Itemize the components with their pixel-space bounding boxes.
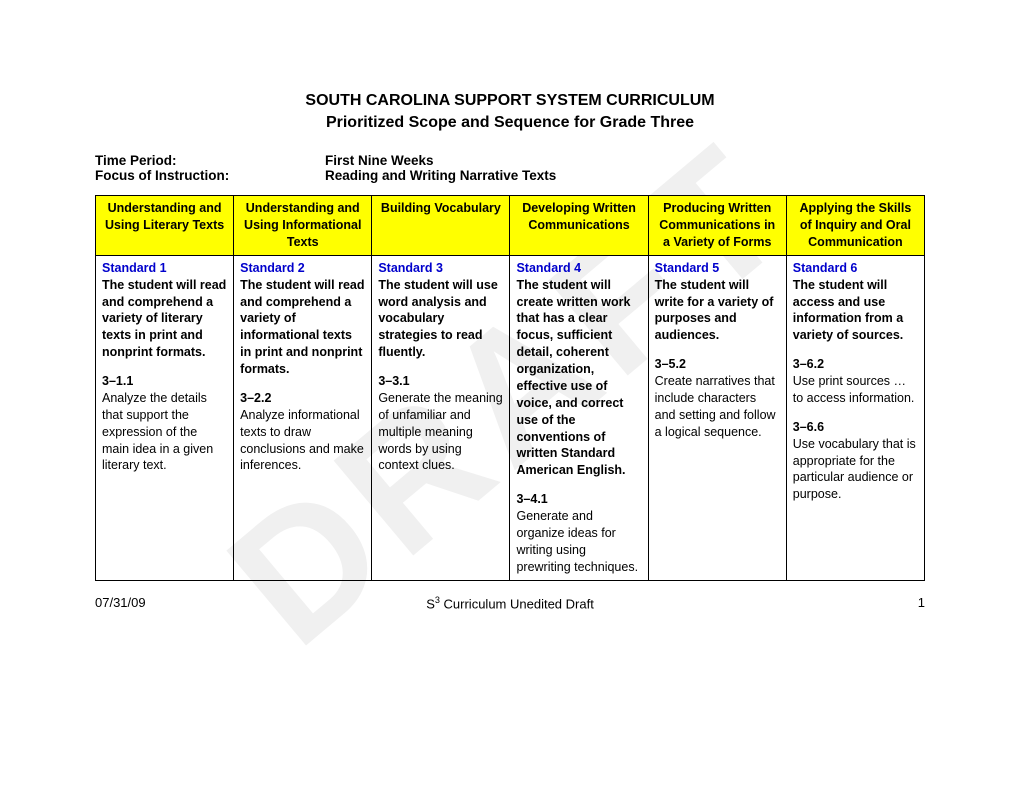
title-line-2: Prioritized Scope and Sequence for Grade…: [95, 112, 925, 134]
focus-label: Focus of Instruction:: [95, 168, 325, 183]
standard-code: 3–6.2: [793, 356, 918, 373]
time-period-value: First Nine Weeks: [325, 153, 434, 168]
standard-title: Standard 3: [378, 260, 503, 277]
focus-value: Reading and Writing Narrative Texts: [325, 168, 556, 183]
standard-text: Analyze the details that support the exp…: [102, 391, 213, 473]
standard-code: 3–5.2: [655, 356, 780, 373]
standard-text: Use vocabulary that is appropriate for t…: [793, 437, 916, 502]
title-block: SOUTH CAROLINA SUPPORT SYSTEM CURRICULUM…: [95, 90, 925, 133]
standard-item: 3–5.2Create narratives that include char…: [655, 356, 780, 440]
table-header-cell: Understanding and Using Informational Te…: [234, 196, 372, 256]
table-header-cell: Understanding and Using Literary Texts: [96, 196, 234, 256]
table-cell: Standard 4The student will create writte…: [510, 255, 648, 580]
standard-item: 3–4.1Generate and organize ideas for wri…: [516, 491, 641, 575]
standard-title: Standard 4: [516, 260, 641, 277]
standard-code: 3–4.1: [516, 491, 641, 508]
table-cell: Standard 2The student will read and comp…: [234, 255, 372, 580]
standard-code: 3–2.2: [240, 390, 365, 407]
table-cell: Standard 3The student will use word anal…: [372, 255, 510, 580]
standard-description: The student will create written work tha…: [516, 277, 641, 480]
table-cell: Standard 6The student will access and us…: [786, 255, 924, 580]
table-header-cell: Developing Written Communications: [510, 196, 648, 256]
footer-center-prefix: S: [426, 596, 435, 611]
standard-text: Generate and organize ideas for writing …: [516, 509, 638, 574]
footer: 07/31/09 S3 Curriculum Unedited Draft 1: [95, 595, 925, 610]
time-period-label: Time Period:: [95, 153, 325, 168]
standard-text: Analyze informational texts to draw conc…: [240, 408, 364, 473]
standard-text: Create narratives that include character…: [655, 374, 776, 439]
standard-item: 3–6.6Use vocabulary that is appropriate …: [793, 419, 918, 503]
standard-description: The student will use word analysis and v…: [378, 277, 503, 361]
standard-item: 3–6.2Use print sources … to access infor…: [793, 356, 918, 407]
table-header-cell: Applying the Skills of Inquiry and Oral …: [786, 196, 924, 256]
standard-title: Standard 1: [102, 260, 227, 277]
standard-item: 3–3.1Generate the meaning of unfamiliar …: [378, 373, 503, 474]
standard-code: 3–1.1: [102, 373, 227, 390]
standard-description: The student will access and use informat…: [793, 277, 918, 345]
standard-item: 3–1.1Analyze the details that support th…: [102, 373, 227, 474]
meta-block: Time Period: First Nine Weeks Focus of I…: [95, 153, 925, 183]
standard-code: 3–3.1: [378, 373, 503, 390]
table-header-cell: Producing Written Communications in a Va…: [648, 196, 786, 256]
document-page: SOUTH CAROLINA SUPPORT SYSTEM CURRICULUM…: [0, 0, 1020, 630]
standard-code: 3–6.6: [793, 419, 918, 436]
table-cell: Standard 5The student will write for a v…: [648, 255, 786, 580]
curriculum-table: Understanding and Using Literary TextsUn…: [95, 195, 925, 580]
footer-page: 1: [918, 595, 925, 610]
standard-item: 3–2.2Analyze informational texts to draw…: [240, 390, 365, 474]
table-header-row: Understanding and Using Literary TextsUn…: [96, 196, 925, 256]
standard-description: The student will write for a variety of …: [655, 277, 780, 345]
table-body-row: Standard 1The student will read and comp…: [96, 255, 925, 580]
standard-title: Standard 2: [240, 260, 365, 277]
standard-description: The student will read and comprehend a v…: [240, 277, 365, 378]
table-header-cell: Building Vocabulary: [372, 196, 510, 256]
standard-description: The student will read and comprehend a v…: [102, 277, 227, 361]
standard-title: Standard 5: [655, 260, 780, 277]
standard-title: Standard 6: [793, 260, 918, 277]
footer-center-suffix: Curriculum Unedited Draft: [440, 596, 594, 611]
standard-text: Use print sources … to access informatio…: [793, 374, 915, 405]
standard-text: Generate the meaning of unfamiliar and m…: [378, 391, 502, 473]
footer-center: S3 Curriculum Unedited Draft: [426, 595, 594, 611]
footer-date: 07/31/09: [95, 595, 146, 610]
title-line-1: SOUTH CAROLINA SUPPORT SYSTEM CURRICULUM: [95, 90, 925, 112]
table-cell: Standard 1The student will read and comp…: [96, 255, 234, 580]
